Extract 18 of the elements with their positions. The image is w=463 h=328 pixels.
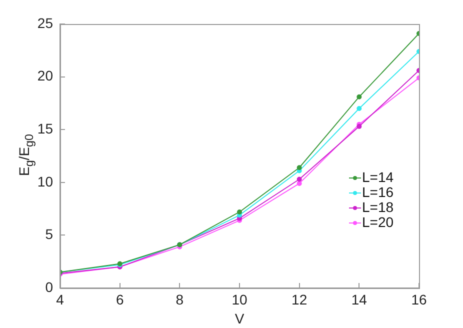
legend-label: L=16	[362, 184, 394, 200]
x-axis-title: V	[234, 310, 245, 326]
y-tick-label: 20	[37, 68, 54, 84]
x-tick-label: 16	[411, 291, 427, 308]
x-tick-label: 6	[116, 291, 124, 308]
y-tick-label: 25	[37, 14, 54, 31]
legend-label: L=20	[362, 214, 394, 230]
legend-label: L=18	[362, 198, 394, 215]
x-tick-label: 12	[292, 291, 308, 308]
y-tick-label: 5	[45, 226, 54, 242]
y-tick-label: 0	[45, 278, 54, 295]
y-tick-label: 10	[37, 173, 54, 190]
x-tick-label: 14	[351, 291, 368, 308]
x-tick-label: 10	[232, 291, 248, 308]
x-tick-label: 4	[56, 291, 64, 308]
legend-label: L=14	[362, 168, 394, 185]
y-tick-label: 15	[37, 120, 54, 136]
x-tick-label: 8	[176, 291, 184, 308]
